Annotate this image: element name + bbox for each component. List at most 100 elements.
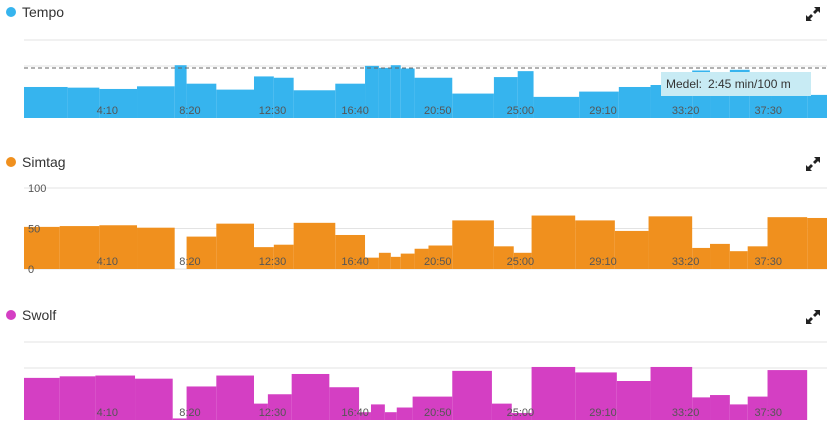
swolf-expand-icon[interactable] [805, 309, 821, 325]
x-tick-label: 12:30 [259, 407, 287, 419]
x-tick-label: 29:10 [589, 407, 617, 419]
swolf-header: Swolf [6, 305, 56, 325]
simtag-panel: Simtag 4:10 8:20 12:30 16:40 20:50 25:00 29:10… [0, 150, 835, 280]
bar [493, 246, 514, 269]
x-tick-label: 37:30 [754, 105, 782, 117]
bar [575, 372, 617, 420]
bar [216, 89, 254, 118]
bar [384, 412, 397, 420]
bar [216, 375, 254, 420]
tempo-expand-icon[interactable] [805, 6, 821, 22]
swolf-panel: Swolf 4:10 8:20 12:30 16:40 20:50 25:00 29:10 3… [0, 303, 835, 432]
swolf-dot-icon [6, 310, 16, 320]
x-tick-label: 29:10 [589, 256, 617, 268]
bar [390, 65, 401, 118]
tempo-chart: 4:10 8:20 12:30 16:40 20:50 25:00 29:10 33:20 37… [24, 39, 827, 118]
bar [692, 397, 711, 420]
x-tick-label: 4:10 [97, 407, 118, 419]
bar [186, 236, 217, 269]
bar [414, 248, 429, 269]
x-tick-label: 8:20 [179, 105, 200, 117]
x-tick-label: 16:40 [341, 256, 369, 268]
bar [807, 217, 827, 269]
bar [378, 67, 391, 118]
bar [365, 65, 379, 118]
bar [710, 395, 730, 420]
average-tooltip: Medel: 2:45 min/100 m [661, 72, 811, 96]
bar [747, 396, 768, 420]
bar [747, 246, 768, 269]
x-tick-label: 25:00 [507, 105, 535, 117]
bar [293, 90, 336, 118]
x-tick-label: 29:10 [589, 105, 617, 117]
bar [186, 386, 217, 420]
bar [359, 412, 371, 420]
bar [273, 77, 294, 118]
bar [493, 77, 518, 118]
bar [517, 71, 534, 118]
bar [378, 252, 391, 269]
bar [533, 96, 580, 118]
bar [729, 251, 748, 269]
bar [267, 394, 292, 420]
x-tick-label: 8:20 [179, 407, 200, 419]
bar [24, 226, 60, 269]
x-tick-label: 12:30 [259, 256, 287, 268]
swolf-chart: 4:10 8:20 12:30 16:40 20:50 25:00 29:10 33:20 37… [24, 341, 827, 420]
bar [137, 227, 175, 269]
bar [767, 217, 808, 269]
y-tick-label: 100 [28, 183, 46, 195]
bar [807, 94, 827, 118]
bar [253, 76, 274, 118]
bar [135, 378, 173, 420]
x-tick-label: 4:10 [97, 105, 118, 117]
tempo-title: Tempo [22, 4, 65, 20]
bar [614, 230, 649, 269]
bar [452, 220, 494, 269]
tempo-panel: Tempo 4:10 8:20 12:30 16:40 20:50 25:00 29:10 3… [0, 0, 835, 130]
average-label: Medel: [666, 77, 702, 91]
x-tick-label: 37:30 [754, 407, 782, 419]
simtag-dot-icon [6, 157, 16, 167]
simtag-header: Simtag [6, 152, 66, 172]
bar [616, 381, 651, 420]
bar [767, 370, 808, 420]
bar [216, 223, 254, 269]
bar [99, 88, 138, 118]
bar [412, 396, 453, 420]
bar [137, 86, 175, 118]
x-tick-label: 37:30 [754, 256, 782, 268]
x-tick-label: 4:10 [97, 256, 118, 268]
x-tick-label: 16:40 [341, 407, 369, 419]
bar [365, 257, 379, 269]
bar [452, 370, 492, 420]
bar [99, 225, 138, 269]
bar [253, 247, 274, 269]
simtag-expand-icon[interactable] [805, 156, 821, 172]
bar [531, 215, 576, 269]
bar [273, 244, 294, 269]
swolf-title: Swolf [22, 307, 57, 323]
x-tick-label: 20:50 [424, 256, 452, 268]
bar [414, 77, 453, 118]
simtag-chart: 4:10 8:20 12:30 16:40 20:50 25:00 29:10 33:20 37… [24, 183, 827, 276]
simtag-title: Simtag [22, 154, 66, 170]
bar [293, 222, 336, 269]
bar [531, 366, 576, 420]
bar [729, 404, 748, 420]
x-tick-label: 25:00 [507, 256, 535, 268]
x-tick-label: 20:50 [424, 407, 452, 419]
bar [710, 243, 730, 269]
x-tick-label: 33:20 [672, 256, 700, 268]
tempo-header: Tempo [6, 2, 64, 22]
bar [618, 86, 651, 118]
tempo-dot-icon [6, 7, 16, 17]
bar [95, 375, 136, 420]
bar [59, 226, 100, 269]
bar [335, 234, 366, 269]
bar [67, 87, 100, 118]
bar [575, 220, 615, 269]
bar [692, 247, 711, 269]
x-tick-label: 12:30 [259, 105, 287, 117]
x-tick-label: 16:40 [341, 105, 369, 117]
